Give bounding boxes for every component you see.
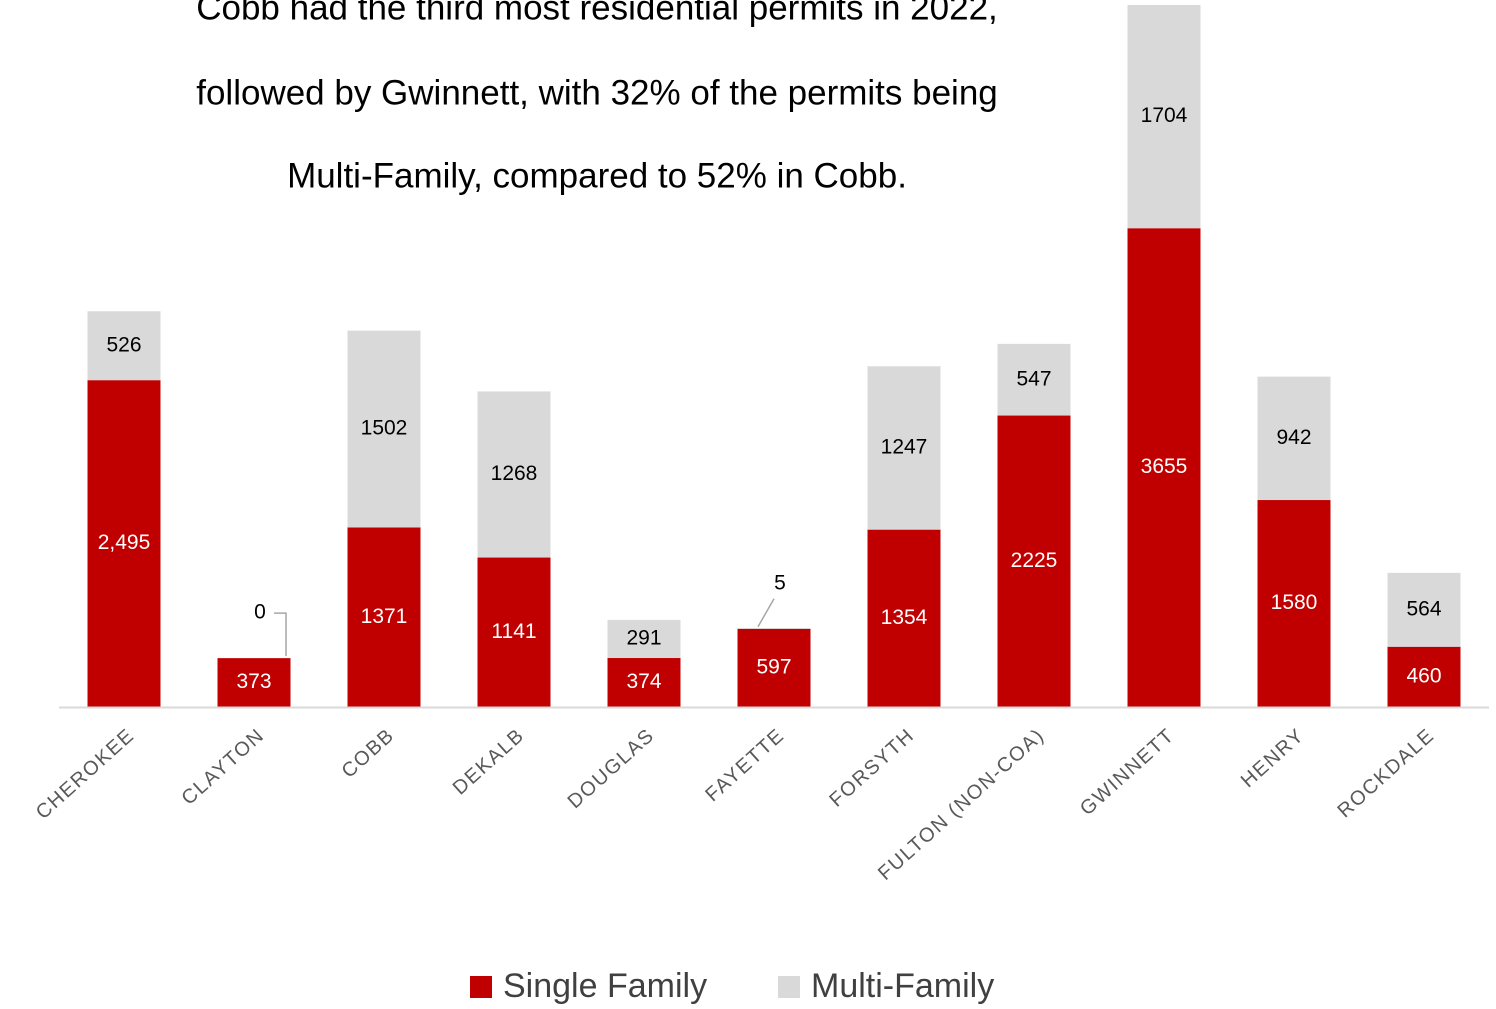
legend-label: Multi-Family <box>811 967 994 1005</box>
legend-swatch <box>778 976 800 998</box>
bar-segment <box>217 658 291 707</box>
value-label: 1268 <box>491 462 538 485</box>
value-label: 526 <box>106 333 141 356</box>
value-label: 0 <box>254 601 266 624</box>
value-label: 460 <box>1406 664 1441 687</box>
value-label: 547 <box>1016 367 1051 390</box>
bar-segment <box>607 658 681 707</box>
value-label: 1704 <box>1141 104 1188 127</box>
bar-segment <box>737 628 811 629</box>
bar-segment <box>867 529 941 707</box>
value-label: 373 <box>236 670 271 693</box>
legend-label: Single Family <box>503 967 707 1005</box>
value-label: 3655 <box>1141 455 1188 478</box>
bar-segment <box>347 330 421 528</box>
bar-segment <box>87 311 161 381</box>
x-tick-label: ROCKDALE <box>1333 724 1438 822</box>
value-label: 1371 <box>361 605 408 628</box>
value-label: 1502 <box>361 417 408 440</box>
value-label: 2225 <box>1011 549 1058 572</box>
bar-segment <box>1387 646 1461 707</box>
bar-segment <box>1257 500 1331 707</box>
value-label: 1580 <box>1271 591 1318 614</box>
x-tick-label: DEKALB <box>449 724 529 799</box>
x-tick-label: FAYETTE <box>701 724 788 806</box>
value-label: 5 <box>774 571 786 594</box>
value-label: 942 <box>1276 426 1311 449</box>
x-tick-label: GWINNETT <box>1076 724 1179 820</box>
bar-segment <box>737 628 811 707</box>
bar-segment <box>867 366 941 530</box>
value-label: 597 <box>756 655 791 678</box>
value-label: 1141 <box>491 620 536 643</box>
bar-segment <box>607 619 681 659</box>
bar-segment <box>477 391 551 558</box>
leader-line <box>757 598 775 628</box>
value-label: 1354 <box>881 606 928 629</box>
x-tick-label: CLAYTON <box>178 724 269 809</box>
bar-segment <box>477 557 551 707</box>
bar-segment <box>1387 572 1461 647</box>
value-label: 564 <box>1406 597 1441 620</box>
x-tick-label: FORSYTH <box>825 724 919 811</box>
value-label: 374 <box>626 670 661 693</box>
value-label: 2,495 <box>98 531 151 554</box>
bar-segment <box>1257 376 1331 501</box>
legend-swatch <box>470 976 492 998</box>
value-label: 291 <box>626 626 661 649</box>
bar-segment <box>87 380 161 707</box>
x-tick-label: DOUGLAS <box>564 724 659 813</box>
chart-title: followed by Gwinnett, with 32% of the pe… <box>196 73 998 112</box>
leader-line <box>274 612 287 657</box>
chart-title: Multi-Family, compared to 52% in Cobb. <box>287 156 907 195</box>
x-tick-label: HENRY <box>1237 724 1309 792</box>
bar-segment <box>1127 228 1201 707</box>
x-tick-label: COBB <box>338 724 399 782</box>
bar-segment <box>347 527 421 707</box>
bar-segment <box>997 415 1071 707</box>
x-tick-label: CHEROKEE <box>32 724 139 823</box>
chart-title: Cobb had the third most residential perm… <box>196 0 998 27</box>
value-label: 1247 <box>881 436 928 459</box>
bar-segment <box>997 343 1071 416</box>
bar-segment <box>1127 5 1201 229</box>
